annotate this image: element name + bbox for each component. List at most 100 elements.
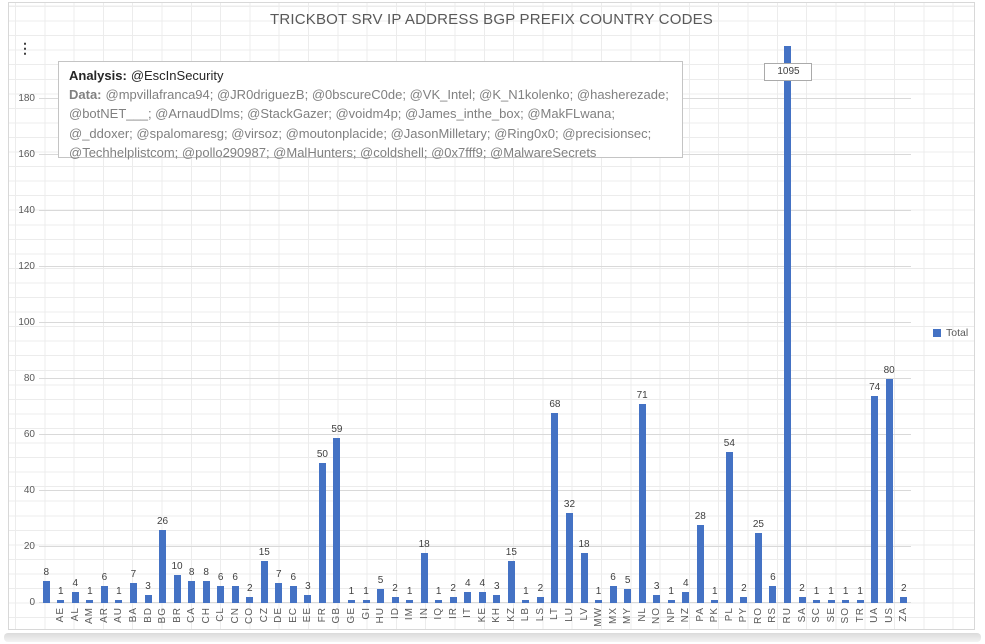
x-axis-label: FR (316, 607, 328, 623)
bar-value-label: 26 (156, 516, 169, 528)
bar-value-label: 8 (203, 566, 209, 578)
x-axis-label: NL (636, 607, 648, 622)
bar-value-label: 1 (348, 586, 355, 598)
bar (696, 524, 704, 603)
x-axis-label: LB (520, 607, 532, 622)
bar-value-label: 1 (712, 586, 718, 598)
bar-value-label: 1 (87, 586, 93, 598)
x-axis-label: RU (781, 607, 793, 624)
y-axis-label: 180 (18, 93, 35, 105)
bar (289, 586, 297, 603)
bar (478, 591, 486, 603)
x-axis-label: CH (200, 607, 212, 624)
bar-value-label: 1 (363, 586, 369, 598)
legend-marker (933, 329, 941, 337)
x-axis-label: PY (738, 607, 750, 623)
x-axis-label: MY (622, 607, 634, 624)
bar-value-label: 54 (723, 437, 735, 449)
kebab-menu-icon[interactable]: ⋮ (18, 40, 32, 56)
y-axis-label: 20 (23, 541, 35, 553)
x-axis-label: CL (215, 607, 227, 622)
x-axis-label: SC (811, 607, 823, 623)
bar-value-label: 1 (435, 586, 442, 598)
bar-value-label: 3 (494, 580, 500, 592)
bar (551, 412, 559, 603)
bar-value-label: 2 (537, 583, 544, 595)
bar (246, 597, 254, 603)
bar-value-label: 4 (464, 577, 471, 589)
bar-value-label: 59 (331, 423, 343, 435)
x-axis-label: NO (651, 607, 663, 624)
bar-value-label: 10 (171, 561, 183, 572)
x-axis-label: KH (491, 607, 503, 623)
bar-value-label: 5 (624, 575, 631, 586)
bar-value-label: 1 (116, 586, 122, 598)
y-axis-label: 120 (18, 261, 35, 273)
x-axis-label: AU (113, 607, 125, 623)
x-axis-label: BA (127, 607, 139, 623)
bar-value-label: 3 (145, 580, 151, 592)
bar-value-label: 6 (101, 572, 108, 584)
bar (871, 395, 879, 603)
x-axis-label: EE (302, 607, 314, 623)
x-axis-label: KZ (505, 607, 517, 622)
bar (507, 561, 515, 603)
bar-value-label: 1 (58, 586, 64, 598)
x-axis-label: RS (767, 607, 779, 623)
x-axis-label: UA (869, 607, 881, 623)
bar (129, 583, 137, 603)
bar (667, 600, 675, 603)
bar (202, 580, 210, 603)
y-axis-label: 100 (18, 317, 35, 329)
x-axis-label: CZ (258, 607, 270, 623)
annotation-box: Analysis: @EscInSecurity Data: @mpvillafra… (58, 61, 683, 160)
x-axis-label: MX (607, 607, 619, 624)
bar (144, 594, 152, 603)
bar (493, 594, 501, 603)
bar (391, 597, 399, 603)
bar-value-label: 28 (694, 510, 706, 522)
x-axis-label: IQ (433, 607, 445, 620)
bar-value-label: 6 (232, 572, 238, 584)
bar (377, 589, 385, 603)
analysis-label: Analysis: (69, 68, 127, 83)
annotation-data-line: @_ddoxer; @spalomaresg; @virsoz; @mouton… (69, 125, 652, 141)
x-axis-label: GI (360, 607, 372, 620)
chart-area: TRICKBOT SRV IP ADDRESS BGP PREFIX COUNT… (8, 2, 975, 630)
bar-value-label: 50 (316, 449, 328, 461)
bar (609, 586, 617, 603)
x-axis-label: PL (723, 607, 735, 622)
bar (783, 46, 791, 603)
bar (464, 591, 472, 603)
x-axis-label: SE (825, 607, 837, 623)
bar-value-label: 4 (72, 577, 79, 589)
bar-value-label: 68 (549, 398, 561, 410)
x-axis-label: BD (142, 607, 154, 623)
annotation-data-line: Data: @mpvillafranca94; @JR0driguezB; @0b… (69, 85, 682, 104)
x-axis-label: LS (534, 607, 546, 622)
x-axis-label: BG (157, 607, 169, 624)
bar (885, 379, 893, 603)
x-axis-label: AE (55, 607, 67, 623)
bar (638, 404, 646, 603)
bar (856, 600, 864, 603)
x-axis-label: PK (709, 607, 721, 623)
x-axis-label: IN (418, 607, 430, 619)
bar (333, 437, 341, 603)
x-axis-label: AM (84, 607, 96, 624)
bar (304, 594, 312, 603)
horizontal-scrollbar[interactable] (4, 633, 981, 642)
max-value-callout: 1095 (764, 63, 813, 81)
bar-value-label: 1 (523, 586, 529, 598)
x-axis-label: RO (752, 607, 764, 624)
bar (188, 580, 196, 603)
y-axis-label: 0 (29, 597, 35, 608)
y-axis-labels: 0 20 40 60 80 100 120 140 160 180 (9, 46, 35, 608)
bar (57, 600, 65, 603)
bar-value-label: 7 (130, 569, 137, 581)
bar (42, 580, 50, 603)
bar-value-label: 71 (636, 390, 648, 402)
bar-value-label: 18 (578, 538, 590, 550)
bar (86, 600, 94, 603)
